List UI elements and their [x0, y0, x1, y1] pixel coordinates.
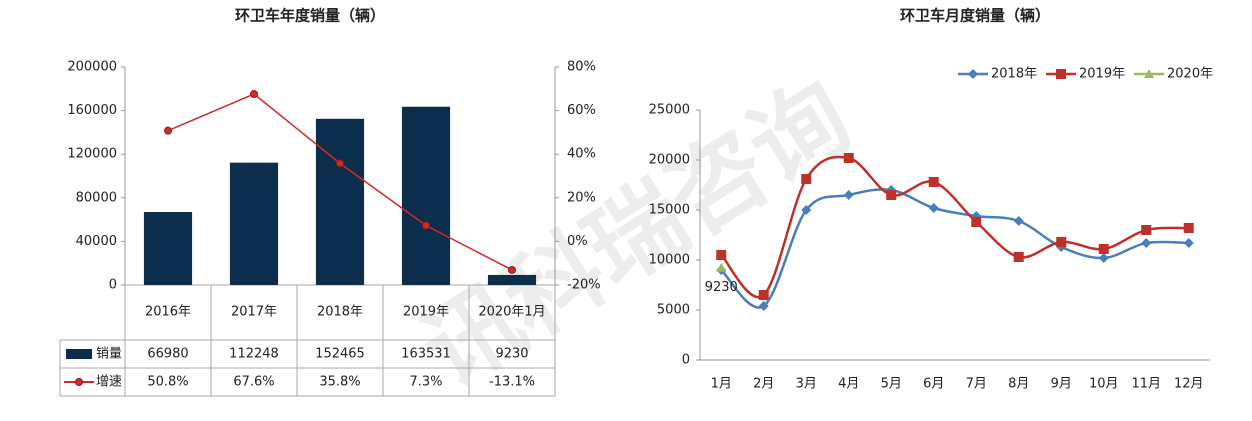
marker	[1144, 69, 1154, 78]
x-tick-label: 3月	[796, 377, 817, 392]
marker	[164, 126, 172, 135]
y-tick-label: 20000	[649, 153, 690, 168]
marker	[758, 301, 769, 311]
x-tick-label: 5月	[881, 377, 902, 392]
y-tick-label: 200000	[67, 60, 117, 75]
x-tick-label: 4月	[838, 377, 859, 392]
y-tick-label: 10000	[649, 253, 690, 268]
y2-tick-label: 40%	[567, 147, 596, 162]
legend-label: 2018年	[991, 67, 1037, 82]
marker	[1013, 252, 1024, 262]
table-cell: -13.1%	[489, 375, 535, 390]
table-cell: 35.8%	[319, 375, 360, 390]
table-cell: 152465	[315, 347, 365, 362]
chart-title: 环卫车月度销量（辆）	[900, 7, 1050, 25]
y-tick-label: 40000	[76, 234, 117, 249]
marker	[801, 205, 812, 215]
marker	[843, 190, 854, 200]
marker	[1183, 223, 1194, 233]
marker	[1183, 238, 1194, 248]
marker	[1098, 244, 1109, 254]
x-tick-label: 2017年	[231, 305, 277, 320]
marker	[1013, 216, 1024, 226]
line	[720, 188, 1189, 309]
table-cell: 9230	[495, 347, 528, 362]
x-tick-label: 1月	[711, 377, 732, 392]
table-cell: 7.3%	[409, 375, 442, 390]
marker	[758, 290, 769, 300]
data-label: 9230	[705, 280, 738, 295]
table-cell: 163531	[401, 347, 451, 362]
x-tick-label: 2月	[753, 377, 774, 392]
marker	[75, 378, 83, 386]
x-tick-label: 2019年	[403, 305, 449, 320]
y2-tick-label: 60%	[567, 103, 596, 118]
marker	[508, 265, 516, 274]
y2-tick-label: 20%	[567, 190, 596, 205]
legend-label: 销量	[96, 347, 122, 362]
marker	[843, 153, 854, 163]
legend-swatch	[66, 349, 92, 359]
marker	[716, 250, 727, 260]
x-tick-label: 11月	[1131, 377, 1161, 392]
legend-label: 2020年	[1167, 67, 1213, 82]
bar	[401, 106, 451, 285]
y2-tick-label: 0%	[567, 234, 588, 249]
x-tick-label: 10月	[1089, 377, 1119, 392]
table-cell: 112248	[229, 347, 279, 362]
table-cell: 67.6%	[233, 375, 274, 390]
marker	[971, 217, 982, 227]
legend-label: 2019年	[1079, 67, 1125, 82]
marker	[422, 221, 430, 230]
y-tick-label: 0	[109, 278, 117, 293]
y-tick-label: 5000	[657, 303, 690, 318]
bar	[487, 274, 537, 285]
marker	[928, 203, 939, 213]
x-tick-label: 8月	[1008, 377, 1029, 392]
x-tick-label: 12月	[1174, 377, 1204, 392]
table-cell: 66980	[147, 347, 188, 362]
marker	[886, 190, 897, 200]
bar	[143, 211, 193, 285]
y-tick-label: 120000	[67, 147, 117, 162]
x-tick-label: 2016年	[145, 305, 191, 320]
marker	[250, 90, 258, 99]
marker	[1056, 237, 1067, 247]
marker	[1141, 225, 1152, 235]
y-tick-label: 80000	[76, 190, 117, 205]
marker	[801, 174, 812, 184]
y-tick-label: 15000	[649, 203, 690, 218]
marker	[1056, 69, 1066, 79]
marker	[336, 159, 344, 168]
legend-label: 增速	[96, 375, 122, 390]
y-tick-label: 160000	[67, 103, 117, 118]
x-tick-label: 2018年	[317, 305, 363, 320]
marker	[968, 69, 978, 79]
x-tick-label: 2020年1月	[478, 305, 545, 320]
marker	[928, 177, 939, 187]
marker	[716, 262, 727, 272]
watermark: 讯科瑞咨询	[403, 60, 869, 409]
bar	[315, 118, 365, 286]
marker	[1141, 238, 1152, 248]
chart-title: 环卫车年度销量（辆）	[235, 7, 385, 25]
marker	[1098, 253, 1109, 263]
bar	[229, 162, 279, 285]
y-tick-label: 25000	[649, 103, 690, 118]
y-tick-label: 0	[682, 353, 690, 368]
table-cell: 50.8%	[147, 375, 188, 390]
y2-tick-label: 80%	[567, 60, 596, 75]
y2-tick-label: -20%	[567, 278, 601, 293]
x-tick-label: 9月	[1051, 377, 1072, 392]
x-tick-label: 7月	[966, 377, 987, 392]
x-tick-label: 6月	[923, 377, 944, 392]
